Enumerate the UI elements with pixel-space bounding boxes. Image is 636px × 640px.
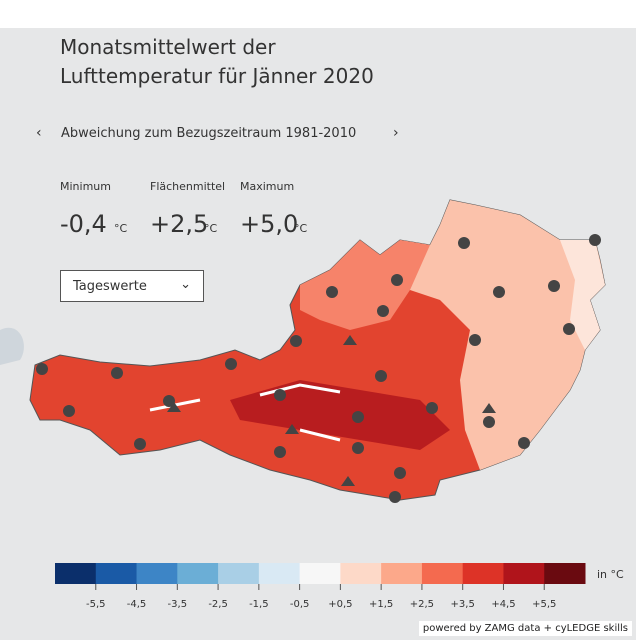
stat-unit: °C	[114, 222, 128, 235]
stat-label: Minimum	[60, 180, 111, 193]
title-line: Monatsmittelwert der	[60, 35, 276, 59]
legend-label: +4,5	[491, 599, 515, 610]
stat-unit: °C	[294, 222, 308, 235]
legend-swatch	[421, 563, 464, 584]
lake	[0, 327, 24, 365]
east-region	[400, 200, 605, 470]
legend-swatch	[340, 563, 382, 584]
legend-label: +5,5	[532, 599, 556, 610]
attribution: powered by ZAMG data + cyLEDGE skills	[418, 621, 632, 636]
dropdown-label: Tageswerte	[73, 279, 147, 294]
stat-value: -0,4	[60, 210, 107, 238]
legend-label: -4,5	[127, 599, 147, 610]
legend-swatch	[544, 563, 586, 584]
chevron: ⌄	[180, 277, 191, 292]
legend-label: +0,5	[328, 599, 352, 610]
dropdown[interactable]: Tageswerte ⌄	[60, 270, 204, 302]
legend-swatch	[381, 563, 423, 584]
north-region	[300, 240, 430, 330]
legend-label: -2,5	[208, 599, 228, 610]
legend-swatch	[136, 563, 178, 584]
stat-value: +2,5	[150, 210, 208, 238]
legend-label: +3,5	[451, 599, 475, 610]
legend-swatch	[299, 563, 341, 584]
legend-swatch	[55, 563, 97, 584]
legend-label: -3,5	[168, 599, 188, 610]
legend: -5,5 -4,5 -3,5 -2,5 -1,5 -0,5 +0,5 +1,5 +2,5 +3,5…	[55, 563, 624, 610]
legend-label: -0,5	[290, 599, 310, 610]
stat-label: Flächenmittel	[150, 180, 225, 193]
legend-swatch	[177, 563, 219, 584]
stats: Minimum-0,4 °CFlächenmittel+2,5°CMaximum+…	[60, 180, 308, 238]
legend-label: +1,5	[369, 599, 393, 610]
legend-swatch	[95, 563, 138, 584]
stations	[36, 234, 601, 503]
legend-label: +2,5	[410, 599, 434, 610]
stat-label: Maximum	[240, 180, 294, 193]
legend-unit: in °C	[597, 568, 624, 581]
east-edge	[560, 240, 605, 350]
prev-arrow[interactable]: ‹	[36, 125, 42, 141]
next-arrow[interactable]: ›	[393, 125, 399, 141]
legend-label: -1,5	[249, 599, 269, 610]
legend-swatch	[258, 563, 301, 584]
legend-swatch	[218, 563, 260, 584]
title-line: Lufttemperatur für Jänner 2020	[60, 64, 374, 88]
stat-value: +5,0	[240, 210, 298, 238]
legend-swatch	[503, 563, 545, 584]
subtitle: Abweichung zum Bezugszeitraum 1981-2010	[61, 126, 356, 141]
stat-unit: °C	[204, 222, 218, 235]
legend-swatch	[462, 563, 504, 584]
legend-label: -5,5	[86, 599, 106, 610]
